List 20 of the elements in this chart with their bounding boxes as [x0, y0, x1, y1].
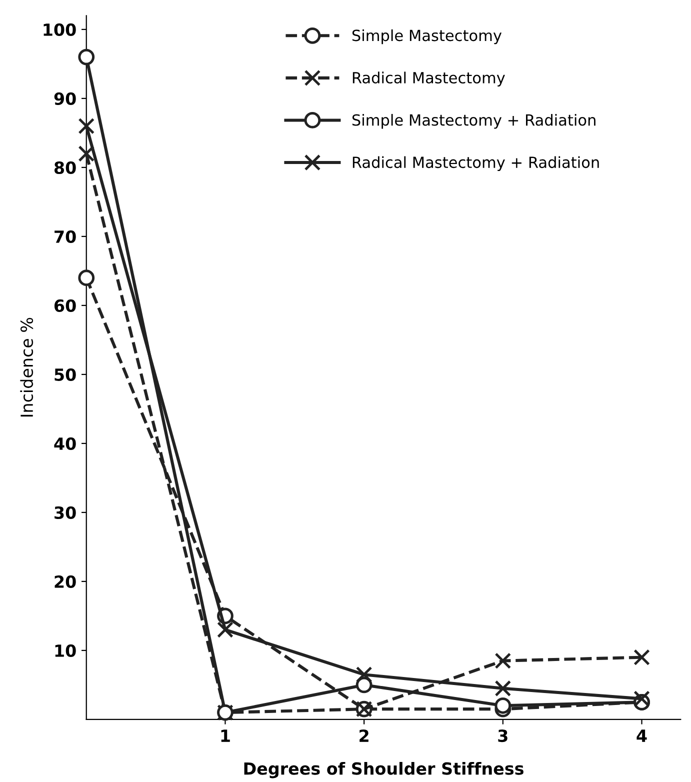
y-tick-label: 60 [54, 299, 76, 312]
y-tick-label: 30 [54, 506, 76, 520]
y-axis-title: Incidence % [20, 318, 34, 417]
y-tick-label: 90 [54, 92, 76, 106]
legend-label: Simple Mastectomy + Radiation [352, 114, 596, 129]
legend-label: Simple Mastectomy [352, 29, 502, 44]
x-tick-label: 3 [498, 729, 508, 742]
y-tick-label: 70 [54, 230, 76, 244]
x-axis-title: Degrees of Shoulder Stiffness [244, 762, 524, 778]
y-tick-label: 20 [54, 575, 76, 588]
x-tick-label: 1 [221, 730, 230, 742]
y-tick-label: 40 [54, 437, 76, 450]
x-tick-label: 2 [360, 729, 368, 742]
y-tick-label: 10 [55, 644, 76, 658]
legend-label: Radical Mastectomy + Radiation [352, 156, 599, 172]
y-tick-label: 80 [54, 161, 76, 174]
legend-label: Radical Mastectomy [352, 72, 505, 86]
y-tick-label: 100 [44, 23, 76, 36]
x-tick-label: 4 [636, 730, 647, 742]
y-tick-label: 50 [54, 368, 76, 382]
